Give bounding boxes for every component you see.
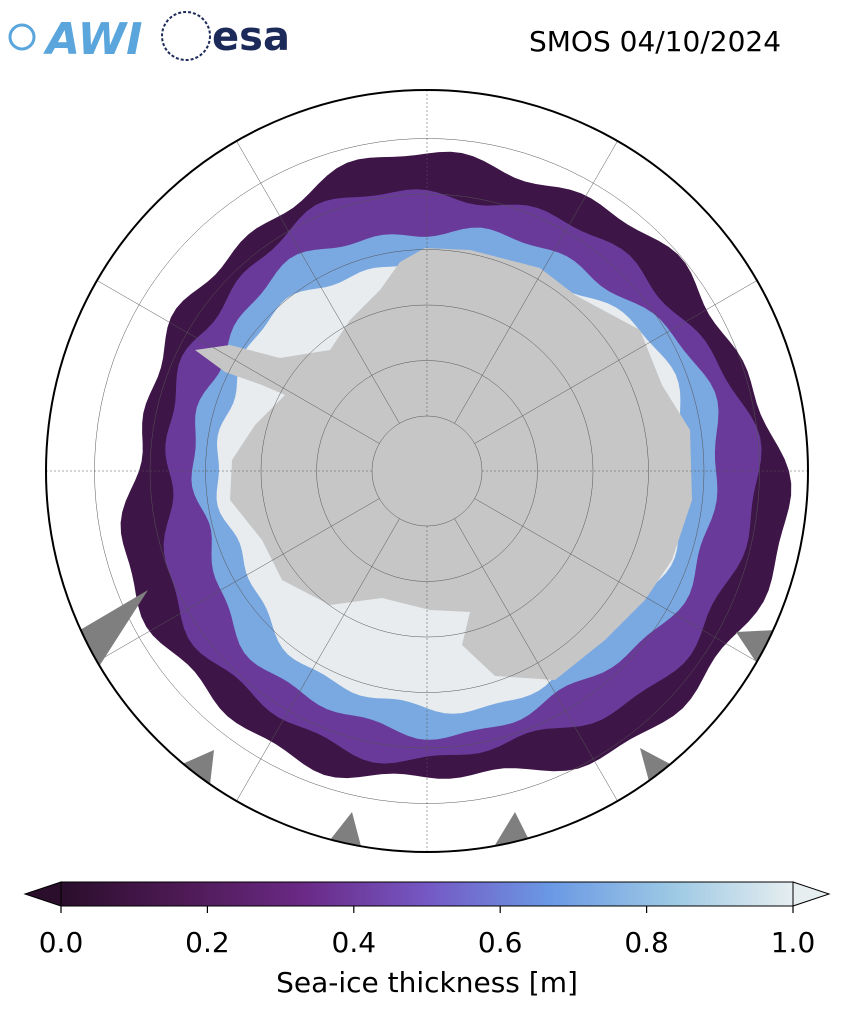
title: SMOS 04/10/2024 <box>529 25 781 58</box>
colorbar <box>60 881 794 907</box>
map-frame <box>45 89 809 853</box>
colorbar-tick-label: 0.4 <box>332 926 377 959</box>
logo-mark <box>161 11 211 61</box>
meridian <box>454 518 623 809</box>
land <box>195 248 692 680</box>
meridian <box>231 518 400 809</box>
meridian <box>89 275 380 444</box>
logo-mark <box>8 23 36 51</box>
parallel <box>260 304 594 638</box>
colorbar-extend-high <box>792 881 831 907</box>
meridian <box>474 275 765 444</box>
meridian <box>231 133 400 424</box>
graticule <box>46 90 808 852</box>
logo-awi: AWI <box>8 14 143 65</box>
map <box>46 90 808 852</box>
logo-text: esa <box>212 14 290 60</box>
colorbar-tick-label: 0.2 <box>185 926 230 959</box>
colorbar-tick-label: 0.8 <box>624 926 669 959</box>
meridian <box>89 498 380 667</box>
parallel <box>205 249 649 693</box>
parallel <box>316 360 538 582</box>
meridian <box>454 133 623 424</box>
colorbar-label: Sea-ice thickness [m] <box>276 966 578 999</box>
colorbar-extend-low <box>23 881 62 907</box>
colorbar-tick-label: 0.0 <box>39 926 84 959</box>
logo-text: AWI <box>43 14 143 65</box>
logo-esa: esa <box>161 11 290 61</box>
meridian <box>474 498 765 667</box>
colorbar-ticks: 0.0 0.2 0.4 0.6 0.8 1.0 <box>39 906 816 959</box>
colorbar-tick-label: 1.0 <box>771 926 816 959</box>
colorbar-tick-label: 0.6 <box>478 926 523 959</box>
